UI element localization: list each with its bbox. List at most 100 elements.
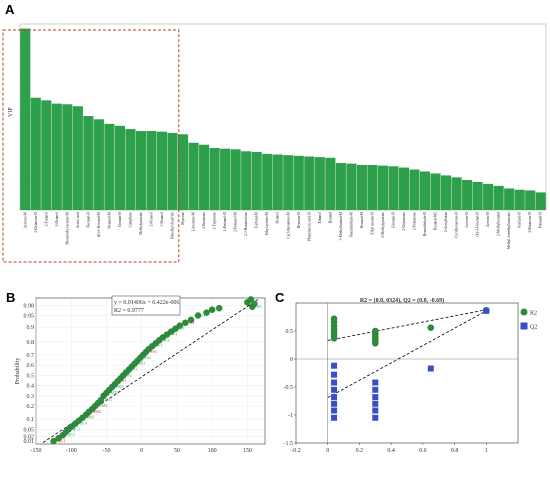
vip-bar	[114, 125, 125, 210]
probability-point	[247, 296, 255, 303]
vip-bar	[20, 28, 31, 210]
x-tick-label: -100	[66, 448, 77, 454]
vip-bar	[514, 189, 525, 210]
category-label: Octanal-D	[118, 212, 122, 227]
category-label: 2-Acetylfuran	[444, 212, 448, 232]
category-label: Cyclohexanone-M	[286, 211, 290, 239]
vip-bar	[483, 183, 494, 210]
category-label: Furfural-D	[518, 212, 522, 228]
category-label: Pentanal-D	[539, 212, 543, 229]
category-label: Nonanal-M	[107, 211, 111, 228]
category-label: Methylpyrazine	[139, 212, 143, 235]
vip-bar	[72, 106, 83, 210]
category-label: 2-Pentanol-D	[223, 212, 227, 232]
x-tick-label: 1	[485, 448, 488, 454]
category-label: Ethyl acetate-D	[370, 212, 374, 235]
x-tick-label: 100	[208, 448, 217, 454]
y-tick-label: 0.7	[27, 353, 35, 359]
category-label: Acetone-D	[465, 212, 469, 228]
y-tick-label: 0.2	[27, 404, 35, 410]
y-tick-label: 0.1	[27, 417, 35, 423]
q2-point	[331, 394, 338, 401]
vip-bar	[199, 144, 210, 210]
vip-bar	[146, 131, 157, 210]
vip-bar	[377, 165, 388, 210]
category-label: Phenylethyl acetate-M	[65, 211, 69, 244]
point-label: S3	[133, 367, 137, 372]
point-label: QC2	[67, 432, 75, 437]
category-label: Myrcene	[181, 212, 185, 225]
r2-point	[427, 324, 435, 331]
y-tick-label: 0.8	[27, 340, 35, 346]
y-axis-label: VIP	[8, 107, 14, 117]
y-tick-label: 0.98	[24, 303, 35, 309]
vip-bar	[262, 153, 273, 210]
category-label: 2,3-Butanedione	[244, 212, 249, 236]
q2-point	[372, 386, 379, 393]
legend-q2-label: Q2	[530, 325, 537, 331]
plot-area-c	[295, 302, 519, 444]
category-label: 2-Furanol	[44, 212, 48, 226]
vip-bar	[283, 155, 294, 210]
vip-bar	[251, 151, 262, 210]
category-label: 3-Octanol	[160, 212, 164, 226]
y-tick-label: 0	[290, 357, 293, 363]
vip-bar	[325, 157, 336, 210]
vip-bar	[30, 97, 41, 210]
q2-point	[331, 371, 338, 378]
category-label: Acetic acid	[76, 212, 80, 228]
category-label: 2-Methylpyrazine	[381, 212, 385, 238]
x-tick-label: 0	[326, 448, 329, 454]
x-tick-label: 150	[243, 448, 252, 454]
r2-regression-line	[327, 309, 487, 341]
point-label: W2	[163, 337, 169, 342]
y-tick-label: 0.01	[24, 439, 35, 445]
category-label: Limonene-M	[192, 211, 196, 231]
vip-bar	[504, 188, 515, 210]
point-label: G3	[202, 313, 207, 318]
point-label: MJ2	[110, 390, 117, 395]
fit-r2: R2 = 0.9777	[114, 308, 144, 314]
q2-point	[427, 365, 434, 372]
vip-bar	[209, 148, 220, 210]
category-label: Ethanol	[318, 212, 322, 223]
panel-letter-b: B	[6, 290, 15, 305]
q2-point	[372, 394, 379, 401]
point-label: SM2	[93, 409, 101, 414]
q2-point	[331, 407, 338, 414]
q2-point	[372, 414, 379, 421]
vip-bar	[135, 131, 147, 210]
category-label: 2-Methylbutanal	[497, 212, 501, 236]
vip-bar	[356, 164, 367, 210]
vip-bar	[51, 103, 62, 210]
probability-point	[203, 309, 210, 316]
point-label: H3	[256, 304, 261, 309]
category-label: Octanol	[276, 212, 280, 223]
vip-bar	[125, 129, 136, 210]
q2-point	[372, 400, 379, 407]
y-tick-label: 0.9	[27, 325, 35, 331]
vip-bar	[451, 177, 462, 210]
category-label: 2-Pentanol-M	[234, 211, 238, 232]
legend-q2-marker	[520, 322, 528, 330]
probability-point	[251, 300, 258, 308]
point-label: SS3	[150, 349, 157, 354]
probability-point	[194, 312, 202, 319]
point-label: H2	[251, 299, 256, 304]
probability-point	[50, 437, 57, 445]
vip-bar	[493, 185, 504, 210]
category-label: 2-Butanone	[202, 212, 206, 229]
normal-probability-plot: 0.010.02 0.05 0.1 0.2 0.3 0.4 0.5 0.6 0.7 0.8 0.9 0…	[15, 295, 266, 454]
vip-bar	[241, 151, 252, 210]
probability-point	[187, 316, 195, 324]
y-tick-label: 0.3	[27, 394, 35, 400]
r2-point	[371, 340, 379, 347]
category-label: Acetoin-D	[486, 212, 490, 228]
category-label: 2-Butanone-D	[528, 212, 532, 233]
category-label: Phenylacetic acid-D	[307, 212, 311, 241]
annotation-box	[111, 295, 181, 316]
x-tick-label: -0.2	[291, 448, 301, 454]
x-tick-label: -150	[31, 448, 42, 454]
fit-line	[42, 299, 259, 443]
